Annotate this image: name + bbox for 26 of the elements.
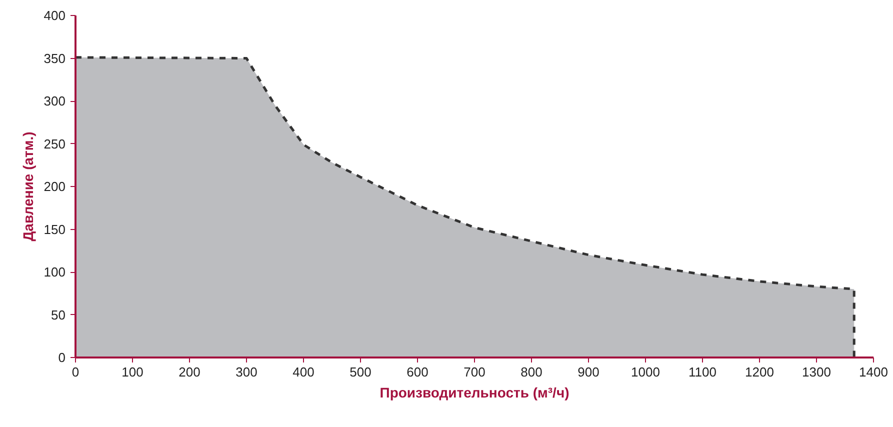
x-tick-label: 100 (122, 364, 144, 380)
x-tick-label: 0 (72, 364, 80, 380)
y-tick-label: 100 (44, 264, 66, 280)
x-tick-label: 1000 (631, 364, 660, 380)
x-tick-label: 200 (178, 364, 200, 380)
y-tick-label: 50 (51, 307, 66, 322)
x-tick-label: 1400 (859, 364, 888, 380)
x-tick-label: 300 (236, 364, 258, 380)
x-tick-label: 600 (406, 364, 428, 380)
x-tick-label: 800 (520, 364, 542, 380)
x-tick-label: 700 (464, 364, 486, 380)
x-tick-label: 1200 (745, 364, 774, 380)
y-axis-title: Давление (атм.) (20, 132, 36, 242)
x-tick-label: 1100 (688, 364, 716, 380)
x-tick-label: 900 (578, 364, 600, 380)
y-tick-label: 150 (44, 222, 66, 237)
y-tick-label: 300 (44, 94, 66, 108)
x-tick-label: 1300 (802, 364, 831, 380)
x-tick-label: 500 (350, 364, 372, 380)
x-tick-label: 400 (292, 364, 314, 380)
y-tick-label: 350 (44, 50, 66, 66)
x-axis-title: Производительность (м³/ч) (380, 384, 570, 400)
y-tick-label: 0 (58, 350, 66, 365)
y-tick-label: 250 (44, 136, 66, 152)
y-tick-label: 200 (44, 179, 66, 194)
y-tick-label: 400 (44, 8, 66, 23)
